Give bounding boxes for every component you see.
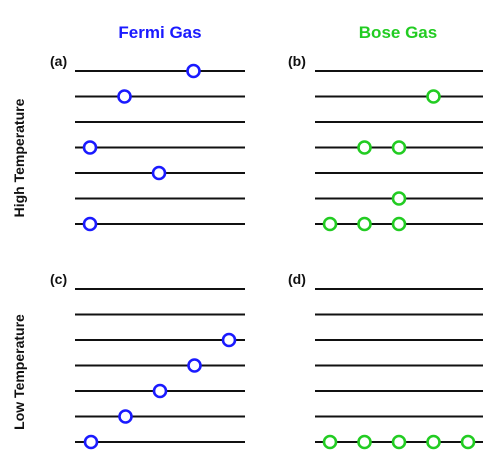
fermi-particle — [82, 216, 98, 232]
bose-particle — [357, 434, 372, 450]
panel-d-bose-low: (d) — [288, 271, 483, 450]
fermi-particle — [117, 89, 132, 104]
fermi-particle — [186, 63, 201, 79]
bose-particle — [391, 140, 407, 155]
panel-d-label: (d) — [288, 271, 306, 287]
bose-particle — [426, 89, 441, 104]
panel-a-label: (a) — [50, 53, 67, 69]
bose-particle — [391, 434, 407, 450]
bose-particle — [357, 140, 372, 155]
fermi-gas-title: Fermi Gas — [118, 23, 201, 42]
high-temperature-label: High Temperature — [11, 98, 27, 217]
bose-particle — [391, 191, 407, 206]
panel-c-fermi-low: (c) — [50, 271, 245, 450]
bose-particle — [357, 216, 372, 232]
fermi-particle — [83, 434, 99, 450]
fermi-particle — [82, 140, 98, 155]
panel-b-label: (b) — [288, 53, 306, 69]
fermi-particle — [221, 332, 237, 348]
fermi-particle — [152, 383, 168, 399]
bose-particle — [322, 434, 338, 450]
bose-gas-title: Bose Gas — [359, 23, 437, 42]
low-temperature-label: Low Temperature — [11, 314, 27, 430]
fermi-particle — [187, 358, 202, 373]
bose-particle — [391, 216, 407, 232]
panel-c-label: (c) — [50, 271, 67, 287]
bose-particle — [426, 434, 441, 450]
panel-a-fermi-high: (a) — [50, 53, 245, 232]
fermi-particle — [151, 165, 167, 181]
panel-b-bose-high: (b) — [288, 53, 483, 232]
bose-particle — [322, 216, 338, 232]
fermi-particle — [118, 409, 133, 424]
bose-particle — [460, 434, 476, 450]
